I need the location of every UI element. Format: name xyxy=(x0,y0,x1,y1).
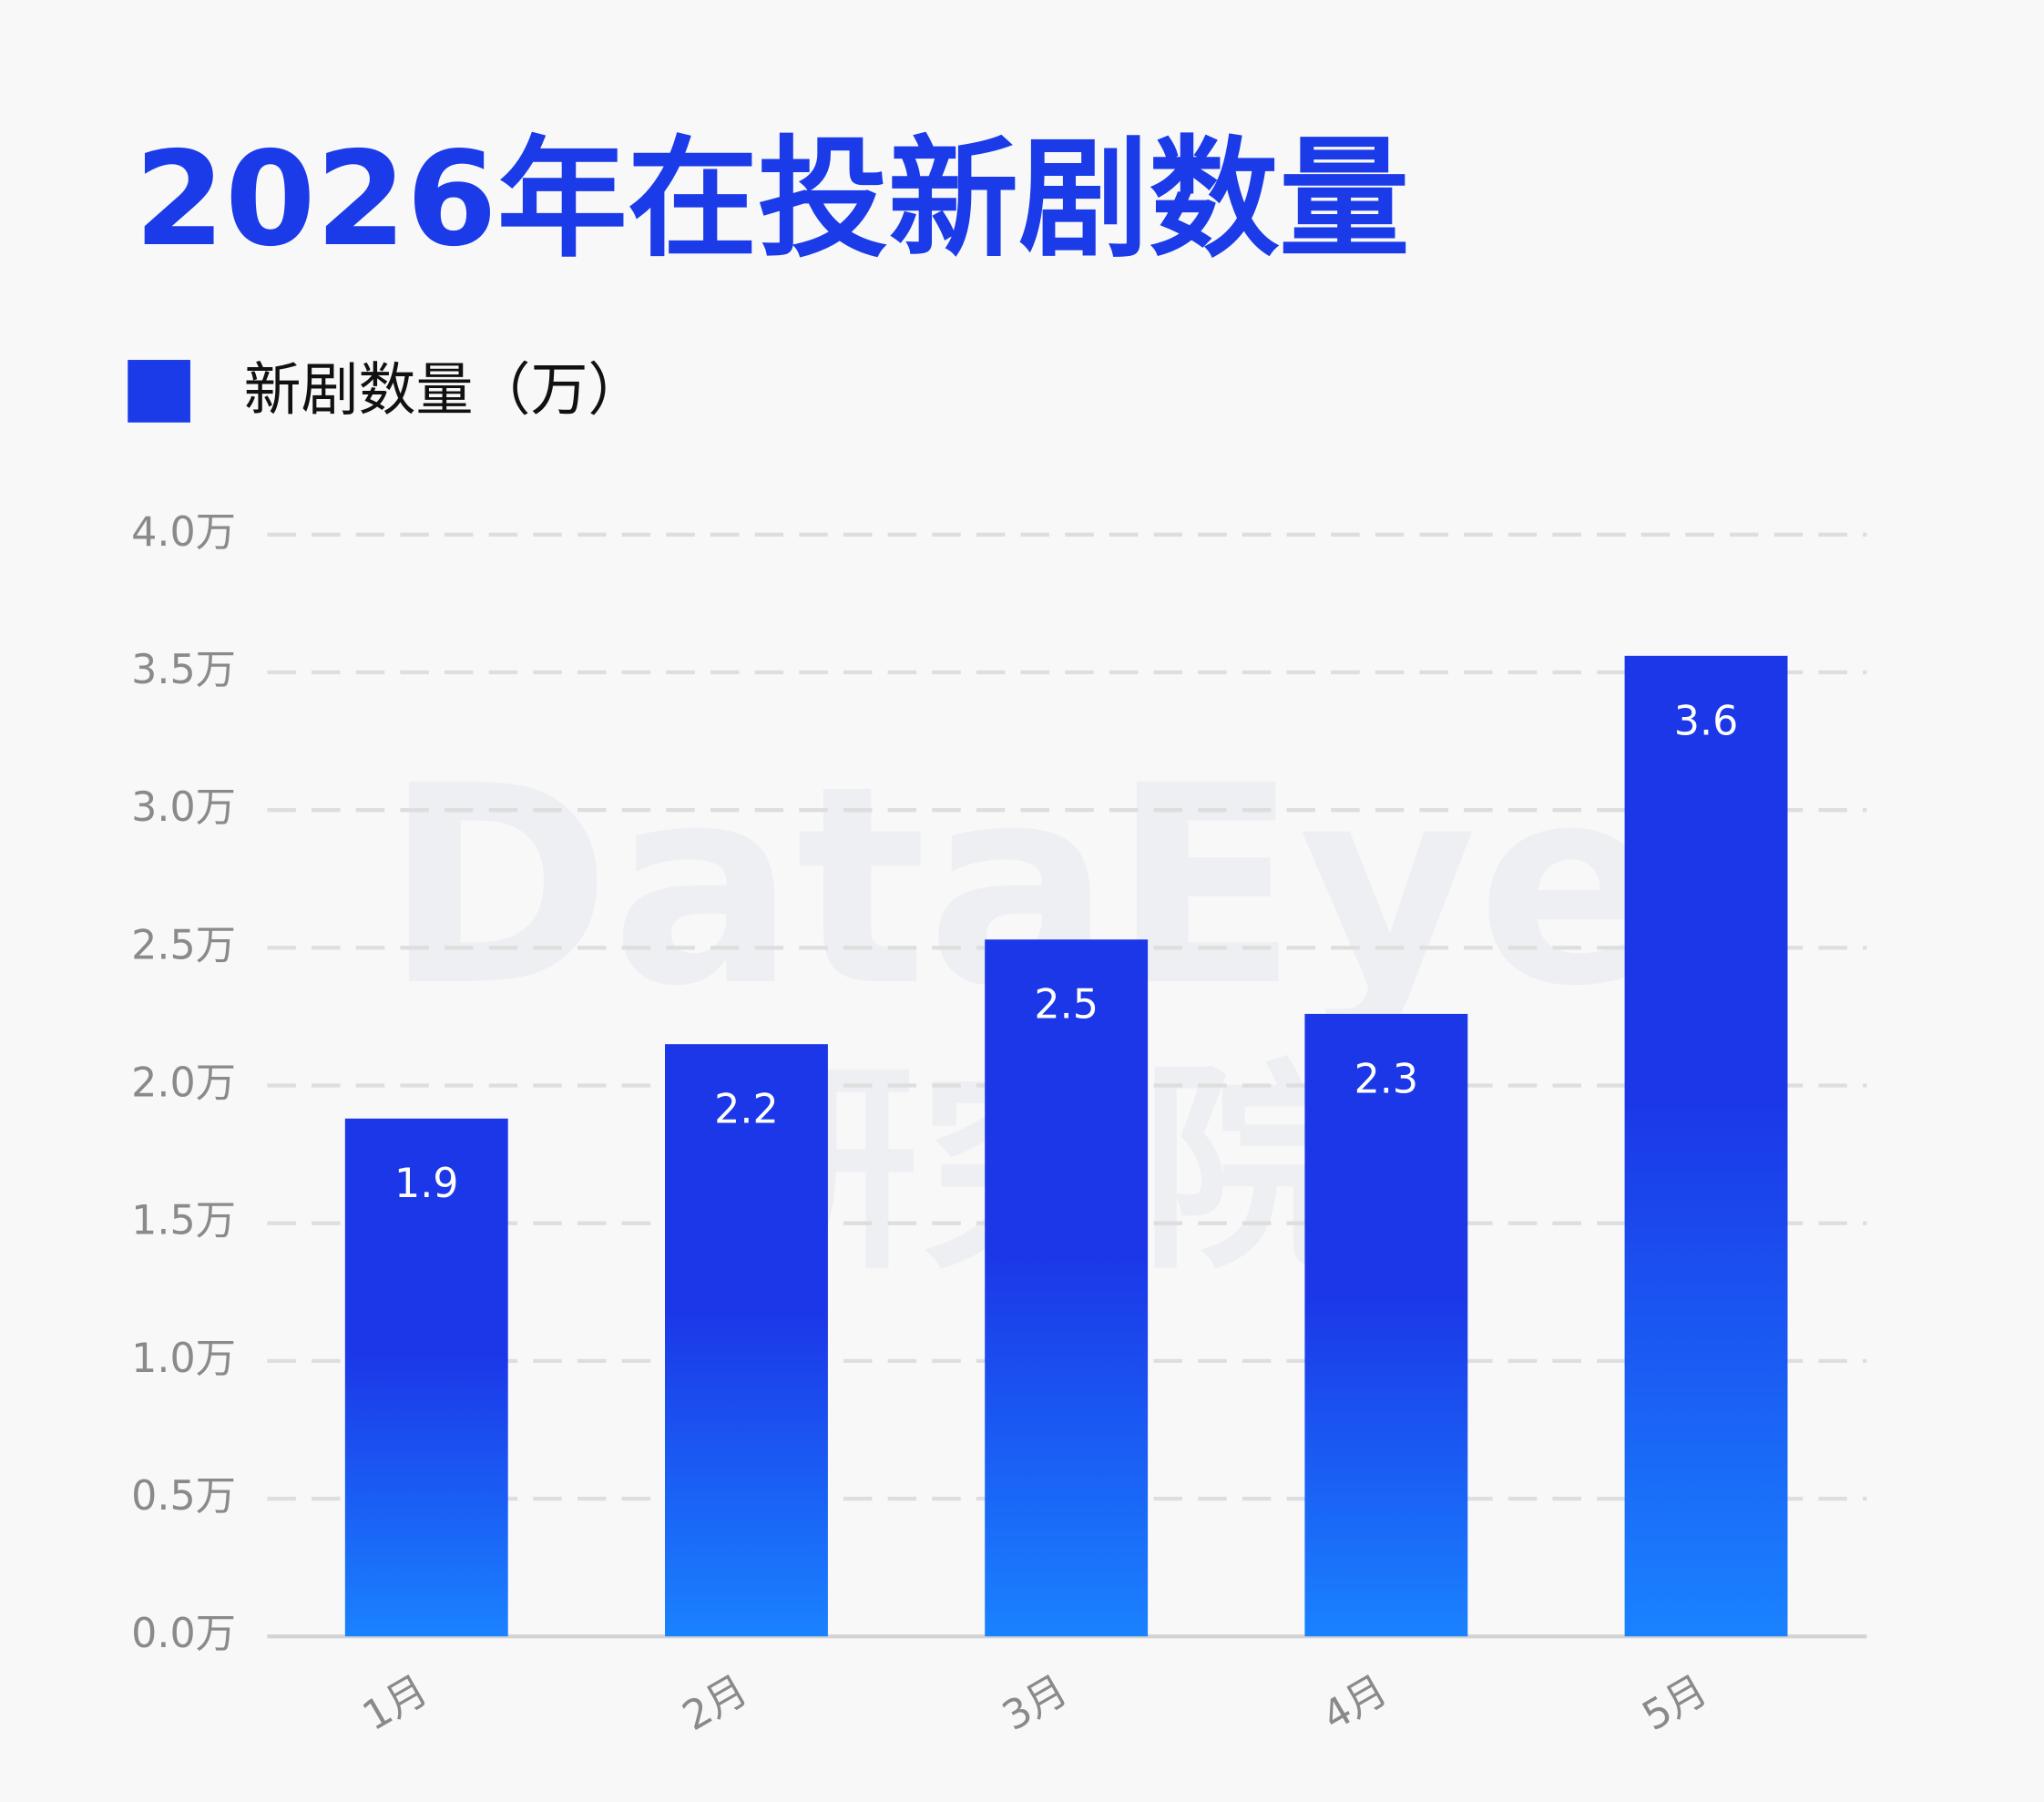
value-label: 1.9 xyxy=(394,1161,459,1207)
y-tick-label: 1.5万 xyxy=(131,1198,236,1244)
value-label: 2.2 xyxy=(714,1087,779,1133)
y-tick-label: 1.0万 xyxy=(131,1336,236,1382)
bar xyxy=(985,939,1149,1637)
legend-label: 新剧数量（万） xyxy=(244,356,646,423)
bar xyxy=(1624,655,1788,1637)
y-tick-label: 0.0万 xyxy=(131,1611,236,1657)
bar xyxy=(344,1118,508,1637)
y-tick-label: 3.5万 xyxy=(131,647,236,693)
y-tick-label: 3.0万 xyxy=(131,784,236,831)
value-label: 3.6 xyxy=(1674,698,1739,744)
chart-title: 2026年在投新剧数量 xyxy=(134,123,1409,275)
value-label: 2.5 xyxy=(1034,982,1099,1029)
value-label: 2.3 xyxy=(1354,1056,1419,1102)
legend-swatch xyxy=(128,360,190,423)
bar xyxy=(665,1044,828,1637)
y-tick-label: 2.5万 xyxy=(131,922,236,968)
y-tick-label: 0.5万 xyxy=(131,1473,236,1520)
y-tick-label: 4.0万 xyxy=(131,509,236,556)
y-tick-label: 2.0万 xyxy=(131,1060,236,1107)
bar xyxy=(1304,1013,1468,1637)
